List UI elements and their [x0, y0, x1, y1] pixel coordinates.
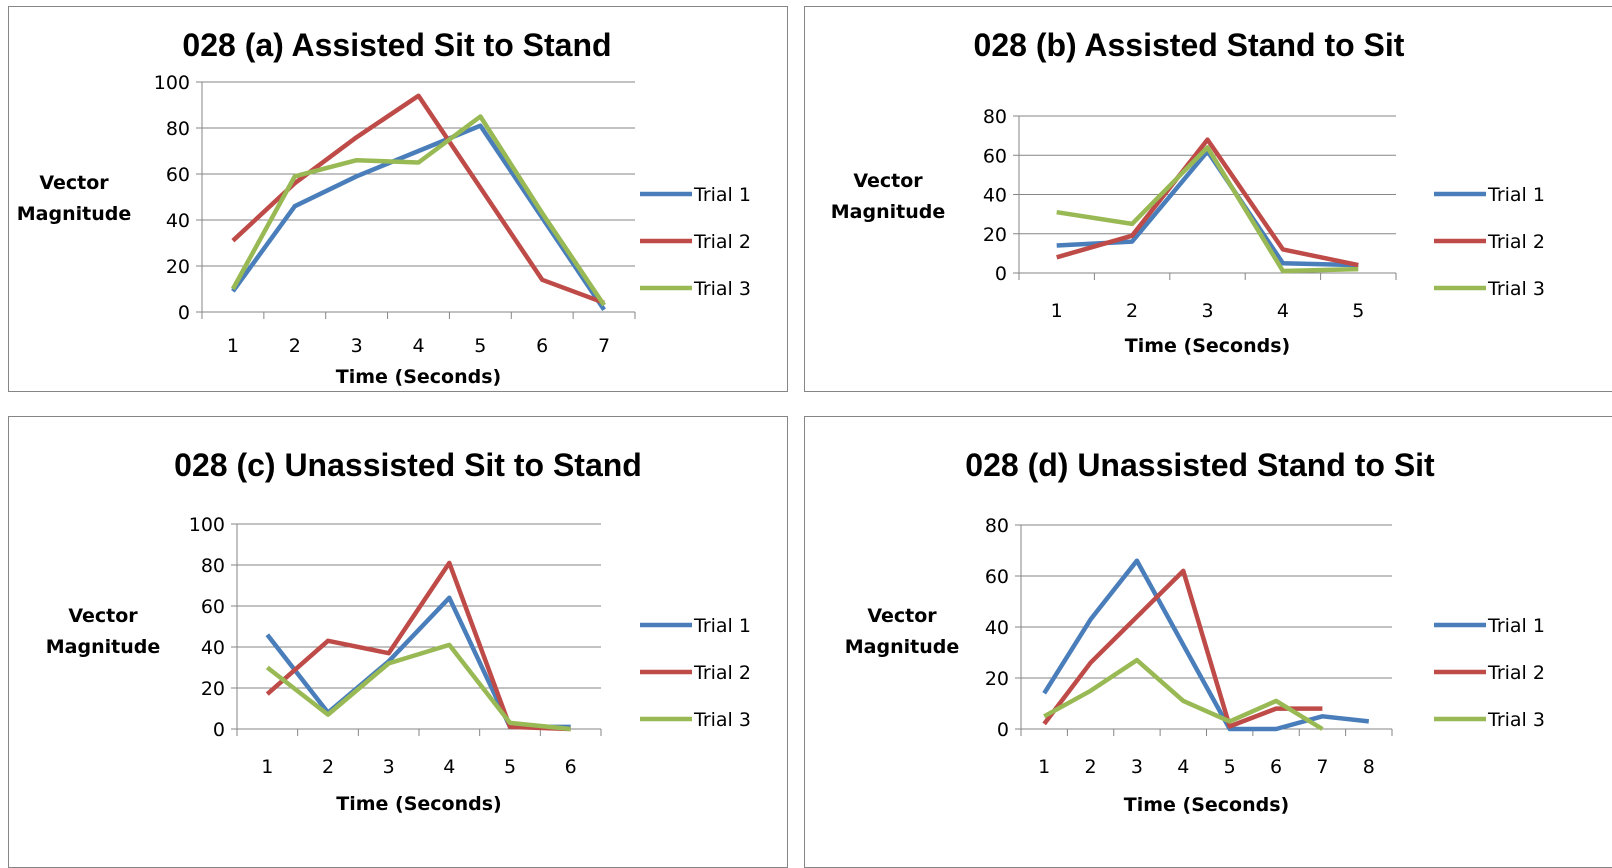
x-tick-label: 7	[1316, 756, 1328, 778]
y-tick-label: 100	[154, 72, 190, 94]
y-tick-label: 80	[983, 106, 1007, 128]
y-tick-label: 80	[201, 555, 225, 577]
x-tick-label: 2	[322, 756, 334, 778]
legend-label-trial-2: Trial 2	[693, 231, 751, 253]
x-tick-label: 4	[412, 335, 424, 357]
x-axis-label: Time (Seconds)	[336, 793, 501, 815]
x-tick-label: 3	[351, 335, 363, 357]
x-tick-label: 5	[1224, 756, 1236, 778]
series-line-trial-1	[231, 123, 606, 311]
series-line-trial-3	[265, 642, 571, 732]
x-tick-label: 5	[474, 335, 486, 357]
legend-label-trial-2: Trial 2	[1487, 231, 1545, 253]
series-line-trial-1	[265, 595, 571, 730]
x-axis-label: Time (Seconds)	[1125, 335, 1290, 357]
y-tick-label: 40	[166, 210, 190, 232]
y-axis-label-line2: Magnitude	[17, 203, 131, 225]
legend-label-trial-2: Trial 2	[1487, 662, 1545, 684]
chart-title: 028 (c) Unassisted Sit to Stand	[174, 447, 642, 483]
y-tick-label: 20	[983, 224, 1007, 246]
x-tick-label: 4	[443, 756, 455, 778]
series-line-trial-3	[230, 114, 606, 307]
legend-label-trial-1: Trial 1	[693, 184, 751, 206]
x-tick-label: 8	[1363, 756, 1375, 778]
line-chart-svg: 028 (d) Unassisted Stand to Sit 0 20 40 60 80…	[845, 447, 1545, 816]
y-axis-label-line2: Magnitude	[845, 636, 959, 658]
y-tick-label: 60	[166, 164, 190, 186]
y-tick-label: 80	[985, 515, 1009, 537]
chart-title: 028 (d) Unassisted Stand to Sit	[965, 447, 1435, 483]
chart-title: 028 (a) Assisted Sit to Stand	[182, 27, 611, 63]
line-chart-svg: 028 (c) Unassisted Sit to Stand 0 20 40 60 80…	[46, 447, 751, 815]
y-tick-label: 80	[166, 118, 190, 140]
legend-label-trial-3: Trial 3	[693, 278, 751, 300]
x-tick-label: 1	[227, 335, 239, 357]
legend-label-trial-3: Trial 3	[1487, 709, 1545, 731]
x-tick-label: 3	[1201, 300, 1213, 322]
y-tick-label: 0	[178, 302, 190, 324]
y-axis-label-line1: Vector	[867, 605, 937, 627]
series-line-trial-1	[1042, 558, 1370, 732]
y-tick-label: 0	[995, 263, 1007, 285]
x-tick-label: 1	[261, 756, 273, 778]
series-line-trial-2	[1042, 568, 1323, 729]
y-tick-label: 60	[985, 566, 1009, 588]
x-tick-label: 6	[1270, 756, 1282, 778]
y-tick-label: 20	[166, 256, 190, 278]
y-tick-label: 20	[985, 668, 1009, 690]
x-tick-label: 6	[536, 335, 548, 357]
series-line-trial-2	[231, 93, 605, 305]
y-tick-label: 60	[983, 145, 1007, 167]
series-line-trial-3	[1056, 145, 1359, 274]
line-chart-svg: 028 (b) Assisted Stand to Sit 0 20 40 60 80 1 2…	[831, 27, 1545, 357]
y-tick-label: 60	[201, 596, 225, 618]
legend-label-trial-1: Trial 1	[1487, 615, 1545, 637]
x-tick-label: 1	[1038, 756, 1050, 778]
series-line-trial-2	[265, 560, 571, 732]
chart-title: 028 (b) Assisted Stand to Sit	[974, 27, 1405, 63]
y-tick-label: 40	[983, 185, 1007, 207]
x-axis-label: Time (Seconds)	[336, 366, 501, 388]
y-tick-label: 0	[997, 719, 1009, 741]
chart-panel-a: 028 (a) Assisted Sit to Stand 0 20 40 60 80 10…	[8, 6, 788, 392]
y-tick-label: 20	[201, 678, 225, 700]
x-tick-label: 5	[504, 756, 516, 778]
x-tick-label: 6	[565, 756, 577, 778]
y-axis-label-line2: Magnitude	[46, 636, 160, 658]
x-tick-label: 2	[1085, 756, 1097, 778]
y-tick-label: 0	[213, 719, 225, 741]
line-chart-svg: 028 (a) Assisted Sit to Stand 0 20 40 60 80 10…	[17, 27, 751, 388]
x-axis-label: Time (Seconds)	[1124, 794, 1289, 816]
legend-label-trial-1: Trial 1	[1487, 184, 1545, 206]
y-axis-label-line2: Magnitude	[831, 201, 945, 223]
series-line-trial-3	[1043, 657, 1324, 731]
legend-label-trial-3: Trial 3	[1487, 278, 1545, 300]
y-axis-label-line1: Vector	[68, 605, 138, 627]
x-tick-label: 5	[1352, 300, 1364, 322]
legend-label-trial-1: Trial 1	[693, 615, 751, 637]
x-tick-label: 4	[1177, 756, 1189, 778]
chart-panel-b: 028 (b) Assisted Stand to Sit 0 20 40 60 80 1 2…	[804, 6, 1612, 392]
x-tick-label: 2	[1126, 300, 1138, 322]
y-tick-label: 40	[985, 617, 1009, 639]
y-axis-label-line1: Vector	[39, 172, 109, 194]
series-line-trial-1	[1056, 149, 1359, 268]
legend-label-trial-2: Trial 2	[693, 662, 751, 684]
x-tick-label: 7	[598, 335, 610, 357]
x-tick-label: 3	[1131, 756, 1143, 778]
x-tick-label: 2	[289, 335, 301, 357]
x-tick-label: 3	[383, 756, 395, 778]
x-tick-label: 1	[1051, 300, 1063, 322]
y-axis-label-line1: Vector	[853, 170, 923, 192]
y-tick-label: 100	[189, 514, 225, 536]
x-tick-label: 4	[1277, 300, 1289, 322]
chart-panel-d: 028 (d) Unassisted Stand to Sit 0 20 40 60 80…	[804, 416, 1612, 868]
legend-label-trial-3: Trial 3	[693, 709, 751, 731]
chart-panel-c: 028 (c) Unassisted Sit to Stand 0 20 40 60 80…	[8, 416, 788, 868]
y-tick-label: 40	[201, 637, 225, 659]
series-line-trial-2	[1056, 137, 1359, 268]
